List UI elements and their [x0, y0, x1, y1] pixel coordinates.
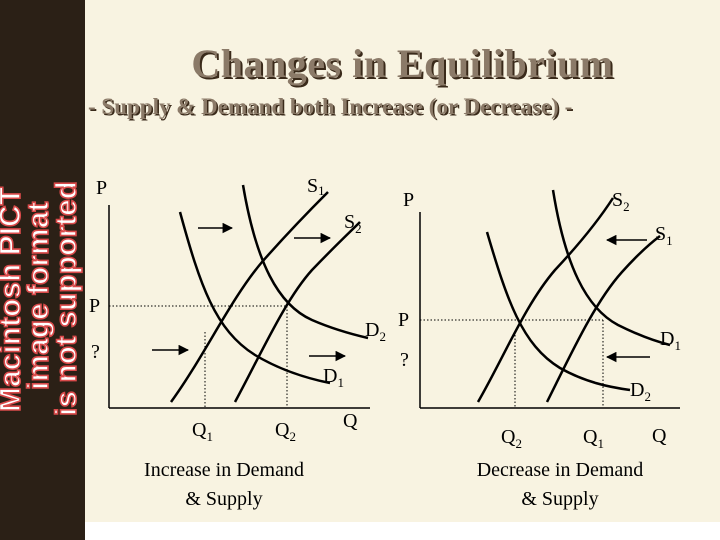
right-demand-curve-1 — [551, 189, 671, 347]
left-q2-label: Q2 — [275, 419, 296, 444]
left-supply-curve-2 — [233, 221, 361, 403]
right-q2-label: Q2 — [501, 426, 522, 451]
left-price-change-label: ? — [91, 341, 100, 363]
right-price-change-label: ? — [400, 349, 409, 371]
left-graph — [108, 184, 370, 409]
left-price-tick-label: P — [89, 295, 100, 317]
bottom-strip — [85, 522, 720, 540]
right-q1-label: Q1 — [583, 426, 604, 451]
left-s2-label: S2 — [344, 211, 362, 236]
left-demand-curve-1 — [178, 211, 331, 385]
pict-notice-line3: is not supported — [50, 181, 83, 416]
slide-title: Changes in Equilibrium — [191, 41, 614, 86]
left-s1-label: S1 — [307, 175, 325, 198]
pict-notice-line1: Macintosh PICT — [0, 187, 27, 412]
pict-unsupported-notice: Macintosh PICT image format is not suppo… — [0, 180, 84, 417]
right-price-tick-label: P — [398, 309, 409, 331]
slide-background — [85, 0, 720, 540]
left-caption-line2: & Supply — [185, 488, 262, 510]
left-q1-label: Q1 — [192, 419, 213, 444]
right-demand-curve-2 — [485, 231, 631, 392]
left-caption-line1: Increase in Demand — [144, 459, 304, 481]
right-d1-label: D1 — [660, 328, 681, 353]
left-demand-curve-2 — [241, 184, 369, 340]
right-supply-curve-1 — [545, 235, 661, 403]
left-d2-label: D2 — [365, 319, 386, 344]
right-s2-label: S2 — [612, 189, 630, 214]
left-y-axis-label: P — [96, 177, 107, 199]
left-sidebar — [0, 0, 85, 540]
right-x-axis-label: Q — [652, 425, 667, 447]
right-supply-curve-2 — [476, 197, 615, 403]
right-d2-label: D2 — [630, 379, 651, 404]
left-x-axis-label: Q — [343, 410, 358, 432]
slide-subtitle: - Supply & Demand both Increase (or Decr… — [88, 94, 573, 119]
left-supply-curve-1 — [169, 191, 329, 403]
right-caption-line1: Decrease in Demand — [477, 459, 644, 481]
right-s1-label: S1 — [655, 223, 673, 248]
right-graph — [419, 189, 680, 409]
right-caption-line2: & Supply — [521, 488, 598, 510]
pict-notice-line2: image format — [22, 202, 55, 390]
left-d1-label: D1 — [323, 365, 344, 390]
right-y-axis-label: P — [403, 189, 414, 211]
